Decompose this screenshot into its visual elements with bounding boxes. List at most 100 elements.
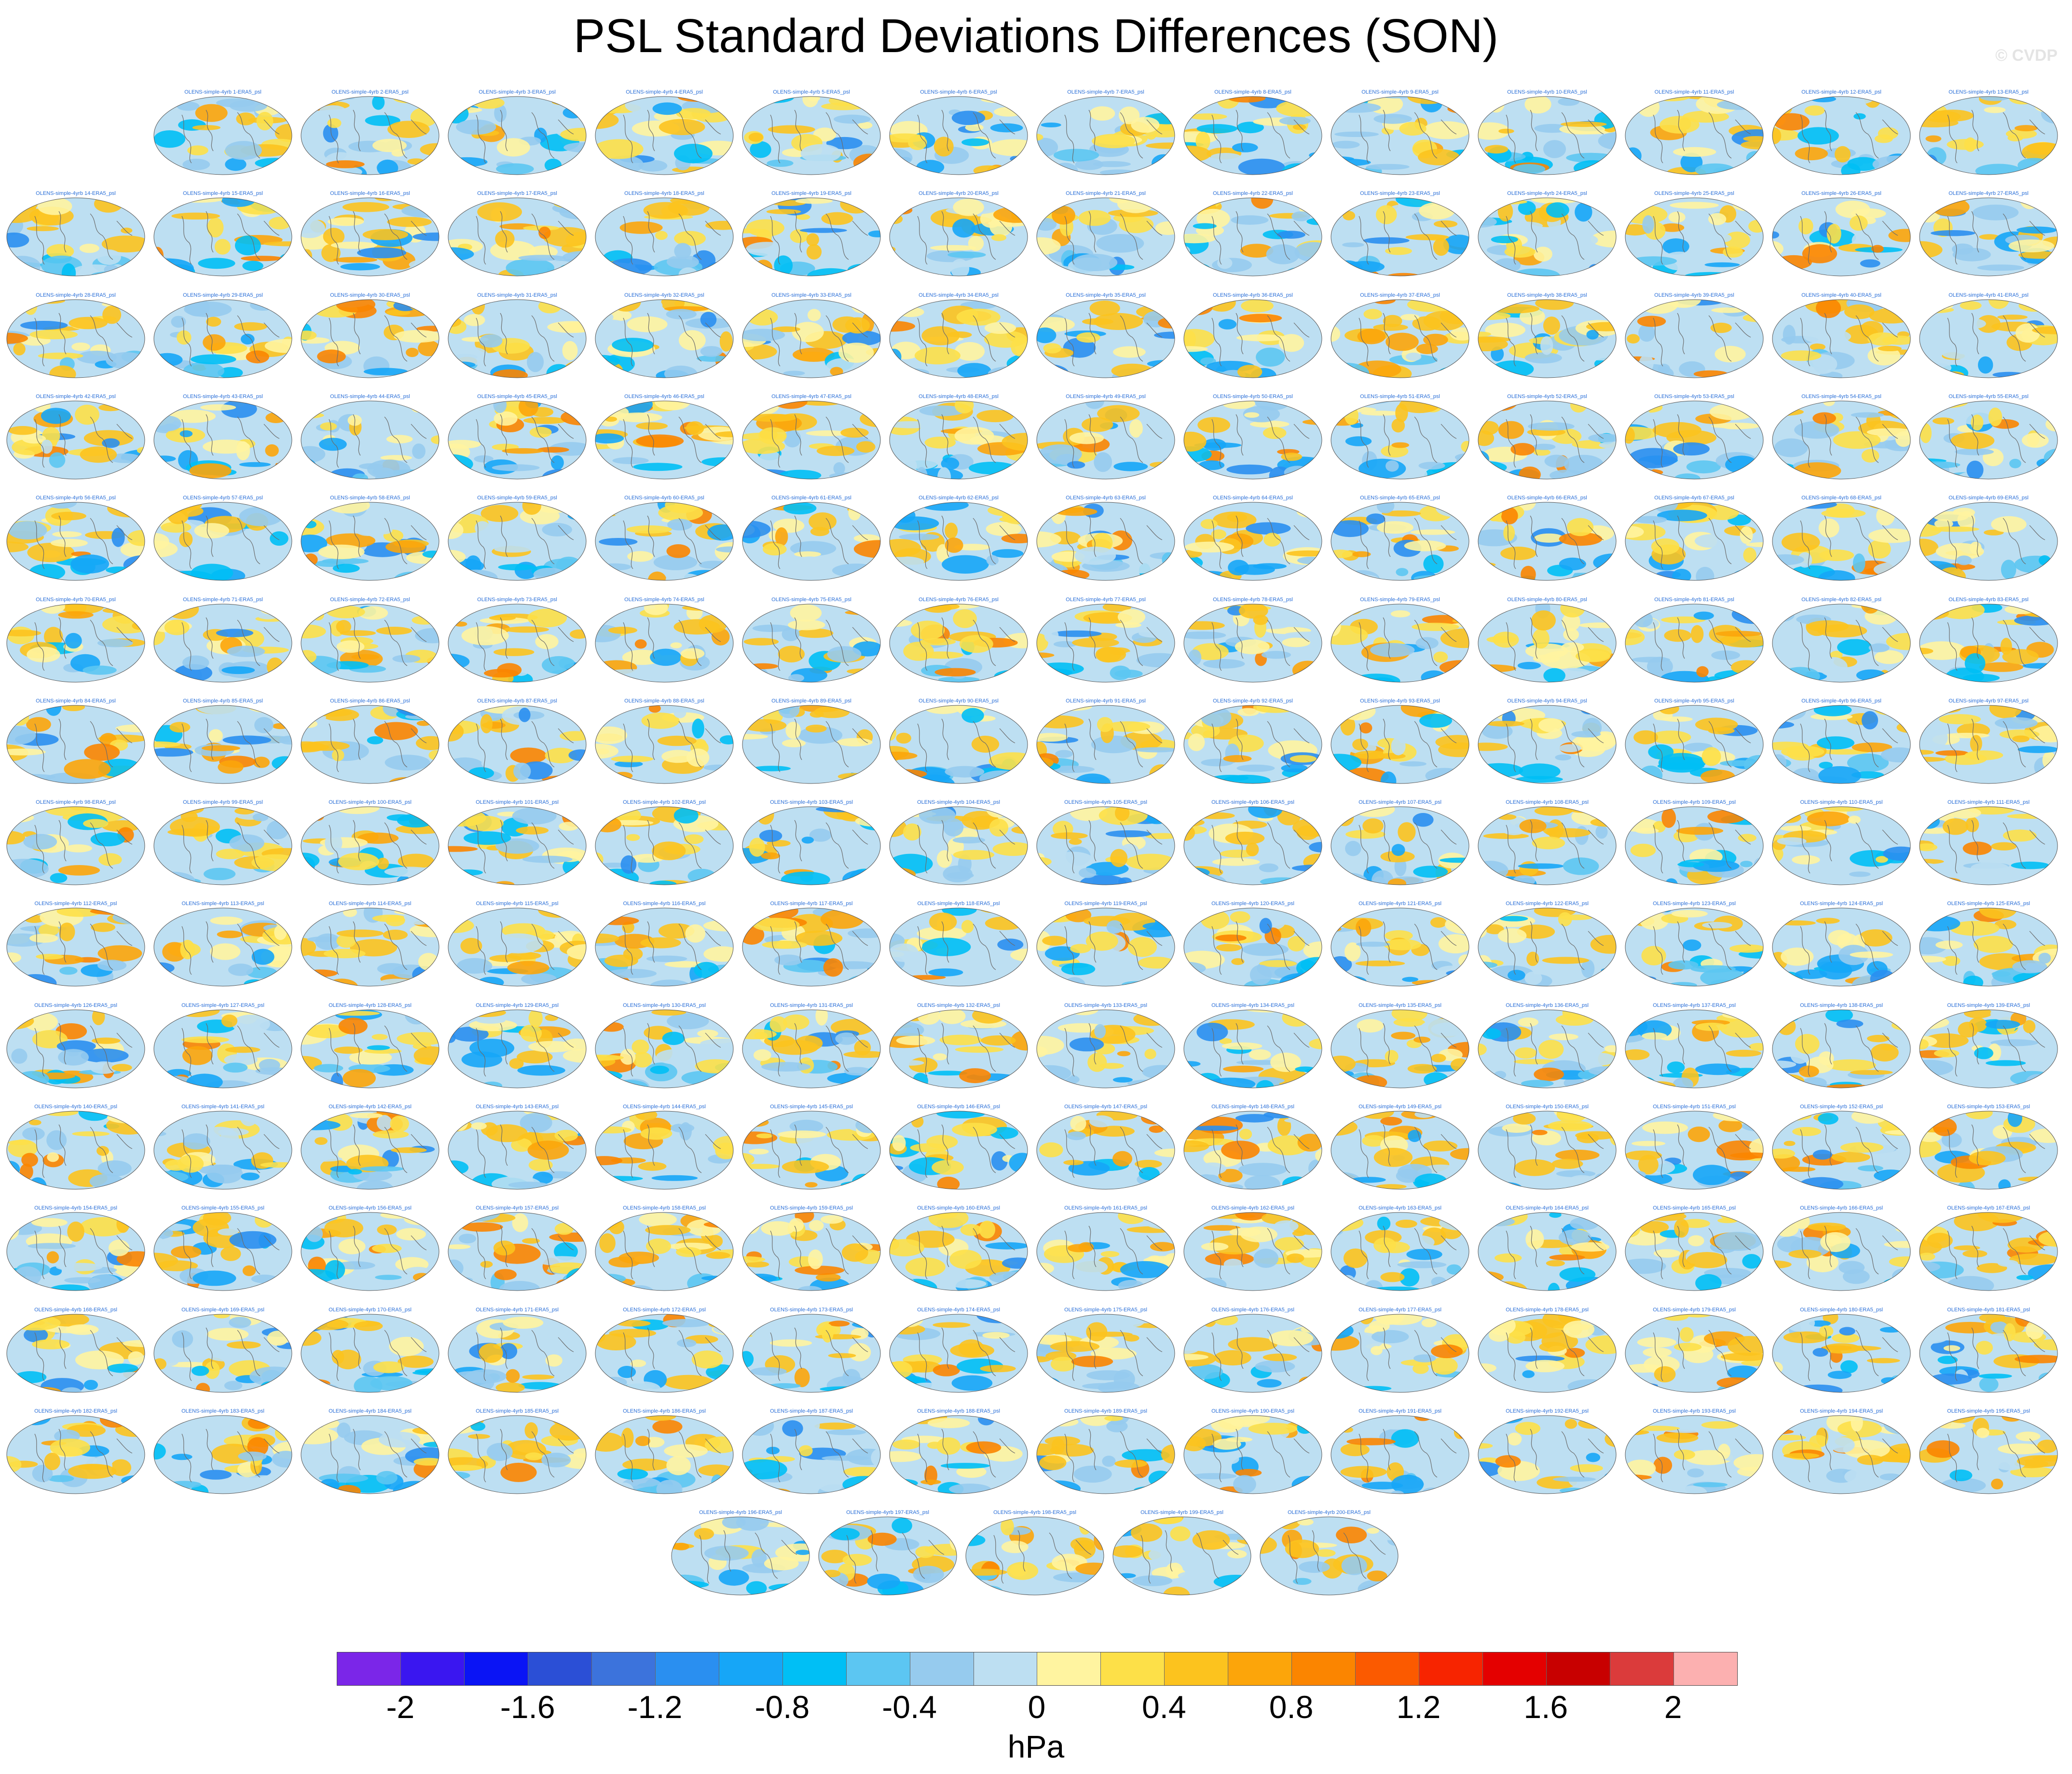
anomaly-region xyxy=(892,976,913,986)
anomaly-region xyxy=(1568,807,1607,813)
map-panel-label: OLENS-simple-4yrb 83-ERA5_psl xyxy=(1949,596,2029,603)
anomaly-region xyxy=(952,219,975,238)
anomaly-region xyxy=(494,648,535,656)
anomaly-region xyxy=(1345,436,1372,446)
anomaly-region xyxy=(700,345,723,357)
anomaly-region xyxy=(1338,679,1359,682)
anomaly-region xyxy=(484,669,519,677)
anomaly-region xyxy=(336,640,365,653)
anomaly-region xyxy=(1551,233,1598,248)
anomaly-region xyxy=(1886,267,1899,276)
anomaly-region xyxy=(218,760,244,774)
anomaly-region xyxy=(692,718,704,739)
map-panel-plot xyxy=(1331,96,1469,175)
anomaly-region xyxy=(1781,745,1825,758)
anomaly-region xyxy=(1510,442,1535,456)
coastline xyxy=(1064,110,1163,164)
anomaly-region xyxy=(1184,705,1214,713)
map-panel: OLENS-simple-4yrb 53-ERA5_psl xyxy=(1624,393,1764,480)
anomaly-region xyxy=(673,619,720,634)
anomaly-region xyxy=(2001,560,2017,579)
anomaly-region xyxy=(951,110,986,125)
anomaly-region xyxy=(1195,131,1210,151)
anomaly-region xyxy=(1332,268,1362,275)
anomaly-region xyxy=(1082,417,1113,432)
anomaly-region xyxy=(1925,135,1942,142)
anomaly-region xyxy=(8,426,37,435)
map-panel-plot xyxy=(1772,908,1911,987)
anomaly-region xyxy=(448,299,464,310)
anomaly-region xyxy=(867,207,880,214)
anomaly-region xyxy=(2033,910,2058,918)
anomaly-region xyxy=(1331,520,1369,537)
anomaly-region xyxy=(10,873,23,882)
anomaly-region xyxy=(1413,1036,1430,1043)
anomaly-region xyxy=(1373,114,1412,124)
anomaly-region xyxy=(229,100,267,112)
anomaly-region xyxy=(2027,142,2058,155)
anomaly-region xyxy=(216,628,254,637)
map-panel: OLENS-simple-4yrb 120-ERA5_psl xyxy=(1183,900,1323,987)
map-panel-label: OLENS-simple-4yrb 11-ERA5_psl xyxy=(1654,89,1734,95)
anomaly-region xyxy=(1746,542,1763,548)
map-panel: OLENS-simple-4yrb 134-ERA5_psl xyxy=(1183,1002,1323,1089)
anomaly-region xyxy=(23,834,57,850)
anomaly-region xyxy=(116,776,132,784)
map-border xyxy=(742,197,881,276)
anomaly-region xyxy=(1772,198,1799,205)
anomaly-region xyxy=(1926,147,1947,166)
anomaly-region xyxy=(59,922,75,942)
coastline xyxy=(1211,313,1310,367)
map-panel-plot xyxy=(153,806,292,885)
anomaly-region xyxy=(82,665,117,675)
anomaly-region xyxy=(1282,1009,1312,1027)
map-panel-plot xyxy=(1772,604,1911,682)
map-panel: OLENS-simple-4yrb 93-ERA5_psl xyxy=(1330,698,1470,784)
map-panel-plot xyxy=(153,1009,292,1088)
anomaly-region xyxy=(936,850,952,868)
anomaly-region xyxy=(254,1111,286,1117)
anomaly-region xyxy=(950,259,970,276)
anomaly-region xyxy=(1528,422,1575,431)
anomaly-region xyxy=(270,531,288,546)
map-panel-label: OLENS-simple-4yrb 29-ERA5_psl xyxy=(183,292,263,298)
anomaly-region xyxy=(386,435,413,443)
anomaly-region xyxy=(208,729,223,743)
anomaly-region xyxy=(555,400,586,410)
map-panel-label: OLENS-simple-4yrb 70-ERA5_psl xyxy=(36,596,116,603)
anomaly-region xyxy=(694,962,719,979)
anomaly-region xyxy=(1342,242,1364,248)
anomaly-region xyxy=(674,144,713,164)
anomaly-region xyxy=(1261,650,1291,659)
anomaly-region xyxy=(1693,1165,1731,1185)
anomaly-region xyxy=(404,908,434,925)
anomaly-region xyxy=(1818,518,1839,538)
anomaly-region xyxy=(1203,439,1226,451)
anomaly-region xyxy=(1871,245,1884,253)
anomaly-region xyxy=(991,234,1007,241)
anomaly-region xyxy=(421,669,434,682)
anomaly-region xyxy=(1533,449,1551,456)
map-panel-label: OLENS-simple-4yrb 116-ERA5_psl xyxy=(623,901,706,907)
anomaly-region xyxy=(1693,611,1714,620)
map-panel-plot xyxy=(742,96,881,175)
anomaly-region xyxy=(2029,807,2058,813)
credit-watermark: © CVDP xyxy=(1995,46,2058,65)
anomaly-region xyxy=(13,774,55,780)
anomaly-region xyxy=(1974,935,2013,953)
map-panel-label: OLENS-simple-4yrb 84-ERA5_psl xyxy=(36,698,116,704)
anomaly-region xyxy=(636,434,684,448)
anomaly-region xyxy=(1061,963,1096,976)
anomaly-region xyxy=(1819,657,1848,676)
anomaly-region xyxy=(1184,446,1212,463)
map-panel: OLENS-simple-4yrb 137-ERA5_psl xyxy=(1624,1002,1764,1089)
anomaly-region xyxy=(1778,921,1816,926)
anomaly-region xyxy=(275,908,292,913)
anomaly-region xyxy=(651,1175,698,1181)
map-panel-plot xyxy=(1036,299,1175,378)
anomaly-region xyxy=(606,669,655,675)
map-panel-plot xyxy=(1772,1009,1911,1088)
anomaly-region xyxy=(1803,329,1851,344)
map-panel-label: OLENS-simple-4yrb 117-ERA5_psl xyxy=(770,901,853,907)
anomaly-region xyxy=(519,707,531,722)
